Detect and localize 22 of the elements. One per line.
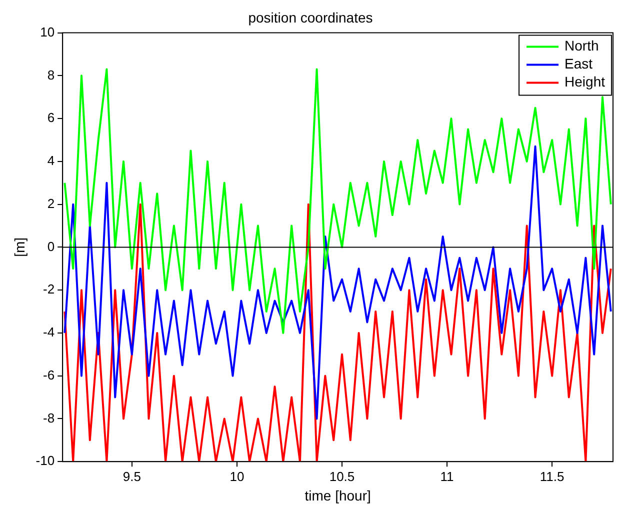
y-tick-label: 8 xyxy=(47,67,55,82)
legend-label: Height xyxy=(564,74,606,90)
x-tick-label: 10 xyxy=(230,468,244,484)
legend-label: North xyxy=(564,38,599,54)
chart-title: position coordinates xyxy=(248,9,373,26)
y-tick-label: 2 xyxy=(47,196,55,211)
x-axis-title: time [hour] xyxy=(304,487,371,504)
legend-label: East xyxy=(564,56,593,72)
x-tick-label: 10.5 xyxy=(329,468,355,484)
x-tick-label: 11 xyxy=(440,468,454,484)
x-tick-label: 9.5 xyxy=(122,468,141,484)
y-tick-label: 10 xyxy=(40,24,55,40)
y-axis-title: [m] xyxy=(11,237,28,257)
y-tick-label: -2 xyxy=(43,282,55,297)
x-tick-label: 11.5 xyxy=(540,468,564,484)
y-tick-label: 6 xyxy=(47,110,55,126)
y-tick-label: 4 xyxy=(47,153,55,168)
y-tick-label: -6 xyxy=(43,367,55,382)
y-tick-label: -8 xyxy=(43,410,55,426)
y-tick-label: 0 xyxy=(47,238,55,254)
y-tick-label: -10 xyxy=(36,453,55,468)
y-tick-label: -4 xyxy=(43,324,55,340)
